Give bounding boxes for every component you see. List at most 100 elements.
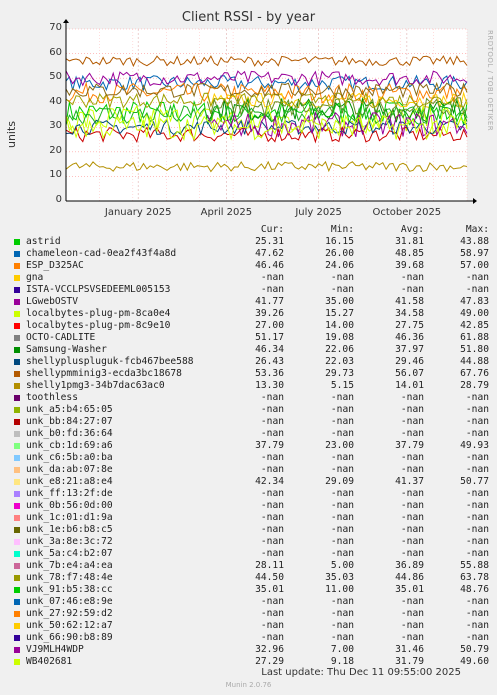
- legend-cur-value: 47.62: [255, 248, 284, 259]
- legend-min-value: 16.15: [325, 236, 354, 247]
- legend-max-value: 67.76: [460, 368, 489, 379]
- legend-row: ESP_D325AC 46.46 24.06 39.68 57.00: [14, 260, 489, 272]
- legend-avg-value: 37.79: [395, 440, 424, 451]
- legend-avg-value: 48.85: [395, 248, 424, 259]
- legend-max-value: 61.88: [460, 332, 489, 343]
- legend-cur-value: -nan: [260, 488, 284, 499]
- legend-min-value: 7.00: [330, 644, 354, 655]
- series-line: [65, 125, 468, 144]
- legend-max-value: 49.60: [460, 656, 489, 667]
- legend-cur-value: 28.11: [255, 560, 284, 571]
- legend-series-name: unk_78:f7:48:4e: [26, 572, 113, 583]
- legend-series-name: chameleon-cad-0ea2f43f4a8d: [26, 248, 177, 259]
- legend-row: unk_07:46:e8:9e -nan -nan -nan -nan: [14, 596, 489, 608]
- last-update: Last update: Thu Dec 11 09:55:00 2025: [261, 667, 461, 678]
- legend-min-value: 23.00: [325, 440, 354, 451]
- legend-max-value: 50.79: [460, 644, 489, 655]
- legend-avg-value: 36.89: [395, 560, 424, 571]
- legend-max-value: -nan: [465, 428, 489, 439]
- legend-cur-value: -nan: [260, 272, 284, 283]
- legend-row: chameleon-cad-0ea2f43f4a8d 47.62 26.00 48.8…: [14, 248, 489, 260]
- legend-min-value: 29.09: [325, 476, 354, 487]
- y-axis-arrow: [63, 19, 69, 23]
- legend-swatch: [14, 647, 20, 653]
- legend-cur-value: -nan: [260, 464, 284, 475]
- legend-max-value: 43.88: [460, 236, 489, 247]
- legend-series-name: unk_cb:1d:69:a6: [26, 440, 113, 451]
- legend-row: toothless -nan -nan -nan -nan: [14, 392, 489, 404]
- legend-max-value: -nan: [465, 500, 489, 511]
- legend-min-value: 22.03: [325, 356, 354, 367]
- legend-series-name: toothless: [26, 392, 78, 403]
- legend-avg-value: -nan: [400, 392, 424, 403]
- legend-series-name: unk_ff:13:2f:de: [26, 488, 113, 499]
- series-line: [65, 91, 468, 109]
- legend-swatch: [14, 395, 20, 401]
- legend-row: unk_5a:c4:b2:07 -nan -nan -nan -nan: [14, 548, 489, 560]
- legend-swatch: [14, 551, 20, 557]
- legend-max-value: 42.85: [460, 320, 489, 331]
- legend-avg-value: -nan: [400, 548, 424, 559]
- legend-avg-value: -nan: [400, 428, 424, 439]
- legend-max-value: -nan: [465, 620, 489, 631]
- legend-row: shellypluspluguk-fcb467bee588 26.43 22.03 2…: [14, 356, 489, 368]
- legend-avg-value: 56.07: [395, 368, 424, 379]
- legend-avg-value: 34.58: [395, 308, 424, 319]
- legend-cur-value: 27.29: [255, 656, 284, 667]
- legend-cur-value: -nan: [260, 536, 284, 547]
- legend-series-name: shelly1pmg3-34b7dac63ac0: [26, 380, 165, 391]
- legend-min-value: -nan: [330, 512, 354, 523]
- legend-max-value: -nan: [465, 536, 489, 547]
- legend-series-name: unk_50:62:12:a7: [26, 620, 113, 631]
- x-axis-arrow: [473, 198, 477, 204]
- series-line: [207, 97, 468, 124]
- legend-swatch: [14, 599, 20, 605]
- legend-row: WB402681 27.29 9.18 31.79 49.60: [14, 656, 489, 668]
- legend-min-value: -nan: [330, 632, 354, 643]
- legend-series-name: unk_66:90:b8:89: [26, 632, 113, 643]
- legend-swatch: [14, 587, 20, 593]
- legend-row: unk_ff:13:2f:de -nan -nan -nan -nan: [14, 488, 489, 500]
- legend-row: unk_27:92:59:d2 -nan -nan -nan -nan: [14, 608, 489, 620]
- legend-avg-value: -nan: [400, 464, 424, 475]
- legend-series-name: localbytes-plug-pm-8ca0e4: [26, 308, 171, 319]
- legend-swatch: [14, 443, 20, 449]
- series-line: [65, 70, 468, 88]
- legend-min-value: -nan: [330, 488, 354, 499]
- legend-cur-value: -nan: [260, 416, 284, 427]
- legend-cur-value: 26.43: [255, 356, 284, 367]
- legend-series-name: VJ9MLH4WDP: [26, 644, 84, 655]
- legend-swatch: [14, 467, 20, 473]
- legend-cur-value: -nan: [260, 632, 284, 643]
- legend-series-name: ESP_D325AC: [26, 260, 84, 271]
- legend-avg-value: -nan: [400, 272, 424, 283]
- legend-cur-value: 37.79: [255, 440, 284, 451]
- legend-max-value: -nan: [465, 632, 489, 643]
- legend-series-name: unk_a5:b4:65:05: [26, 404, 113, 415]
- x-tick-label: October 2025: [372, 207, 442, 218]
- legend-avg-value: -nan: [400, 284, 424, 295]
- legend-min-value: -nan: [330, 524, 354, 535]
- legend-max-value: -nan: [465, 512, 489, 523]
- legend-avg-value: -nan: [400, 512, 424, 523]
- legend-row: unk_da:ab:07:8e -nan -nan -nan -nan: [14, 464, 489, 476]
- legend-max-value: -nan: [465, 404, 489, 415]
- legend-swatch: [14, 239, 20, 245]
- legend-swatch: [14, 275, 20, 281]
- legend-series-name: unk_1c:01:d1:9a: [26, 512, 113, 523]
- legend-series-name: ISTA-VCCLPSVSEDEEML005153: [26, 284, 171, 295]
- legend-avg-value: -nan: [400, 632, 424, 643]
- legend-max-value: 51.80: [460, 344, 489, 355]
- legend-cur-value: 13.30: [255, 380, 284, 391]
- legend-max-value: 49.93: [460, 440, 489, 451]
- legend-row: unk_cb:1d:69:a6 37.79 23.00 37.79 49.93: [14, 440, 489, 452]
- legend-max-value: 57.00: [460, 260, 489, 271]
- legend-avg-value: -nan: [400, 416, 424, 427]
- legend-series-name: unk_da:ab:07:8e: [26, 464, 113, 475]
- legend-swatch: [14, 335, 20, 341]
- legend-cur-value: 27.00: [255, 320, 284, 331]
- legend-max-value: -nan: [465, 464, 489, 475]
- legend-swatch: [14, 323, 20, 329]
- legend-avg-value: -nan: [400, 488, 424, 499]
- legend-series-name: unk_1e:b6:b8:c5: [26, 524, 113, 535]
